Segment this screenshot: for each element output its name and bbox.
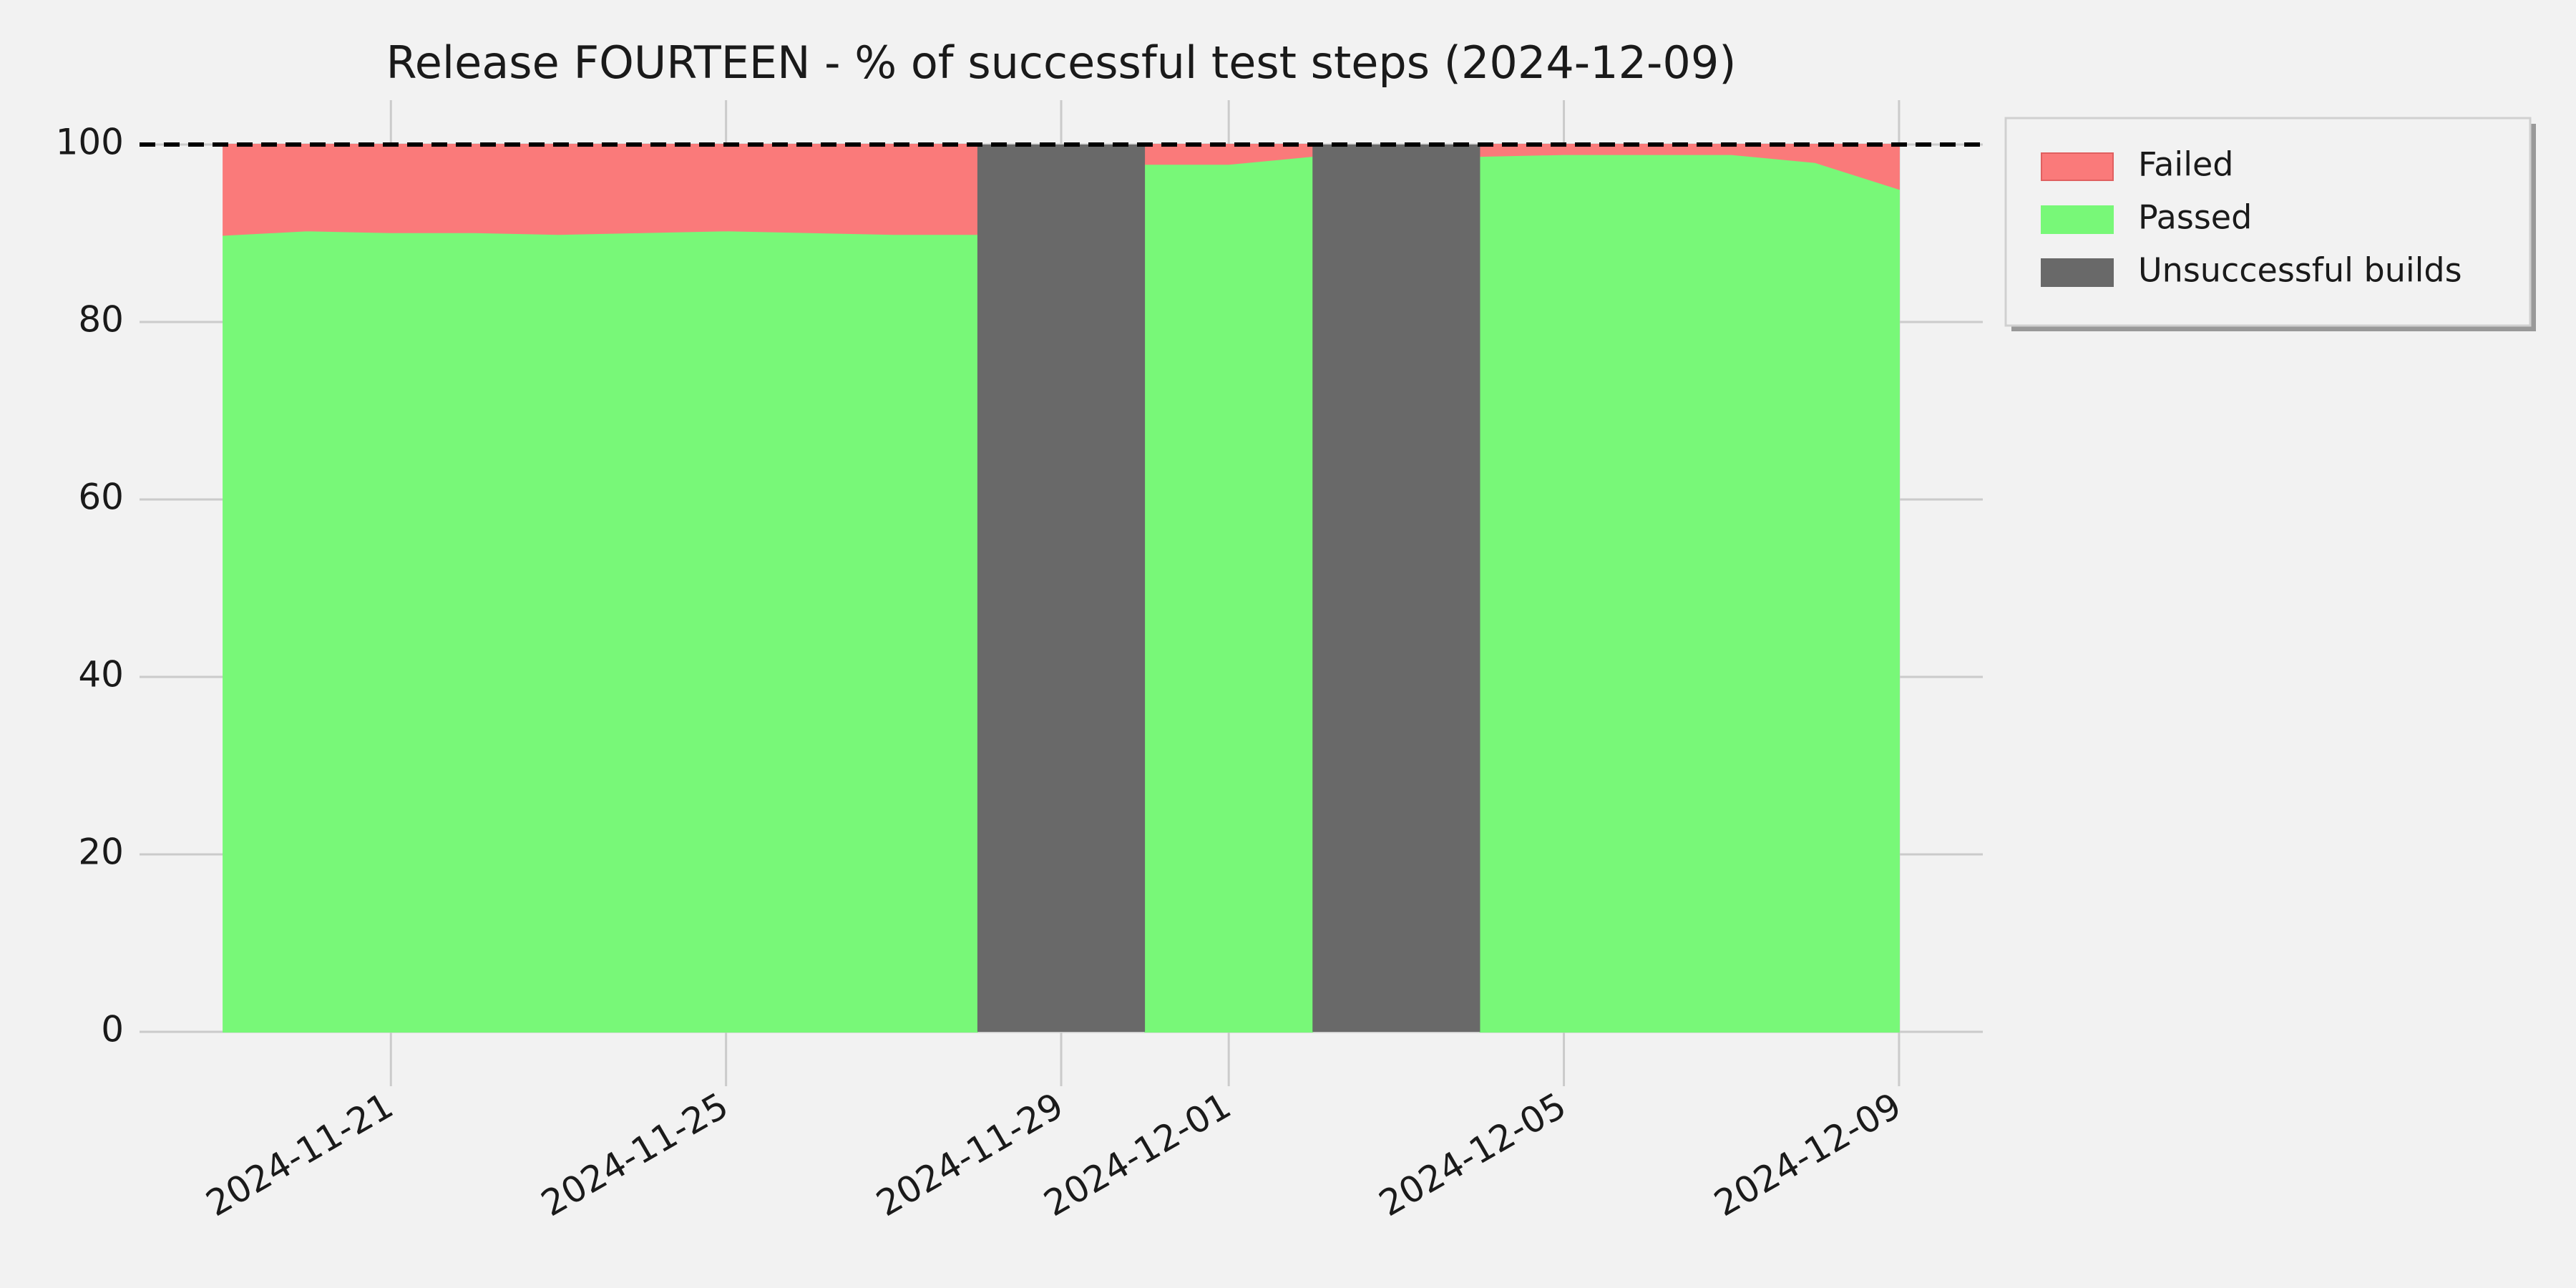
legend-swatch [2041, 152, 2114, 181]
legend-swatch [2041, 258, 2114, 287]
x-tick-label: 2024-11-21 [199, 1085, 400, 1225]
y-tick-label: 40 [78, 654, 124, 696]
y-tick-label: 100 [56, 122, 124, 163]
legend-swatch [2041, 205, 2114, 234]
area-failed [1479, 144, 1900, 190]
x-tick-label: 2024-12-05 [1372, 1085, 1574, 1225]
x-tick-label: 2024-11-29 [869, 1085, 1070, 1225]
y-tick-label: 0 [101, 1009, 124, 1050]
unsuccessful-build-bar [1312, 145, 1480, 1032]
x-tick-label: 2024-12-01 [1037, 1085, 1238, 1225]
unsuccessful-build-bar [977, 145, 1146, 1032]
area-passed [1479, 153, 1900, 1033]
x-tick-label: 2024-12-09 [1707, 1085, 1908, 1225]
area-passed [1144, 155, 1314, 1033]
area-passed [223, 230, 978, 1033]
y-tick-label: 80 [78, 299, 124, 341]
legend-label: Passed [2138, 198, 2252, 237]
area-failed [223, 144, 978, 236]
x-tick-label: 2024-11-25 [535, 1085, 736, 1225]
legend-label: Unsuccessful builds [2138, 251, 2462, 290]
legend-label: Failed [2138, 145, 2234, 184]
chart-title: Release FOURTEEN - % of successful test … [386, 36, 1736, 89]
areas [223, 144, 1900, 1033]
y-tick-label: 60 [78, 477, 124, 518]
y-tick-label: 20 [78, 831, 124, 873]
